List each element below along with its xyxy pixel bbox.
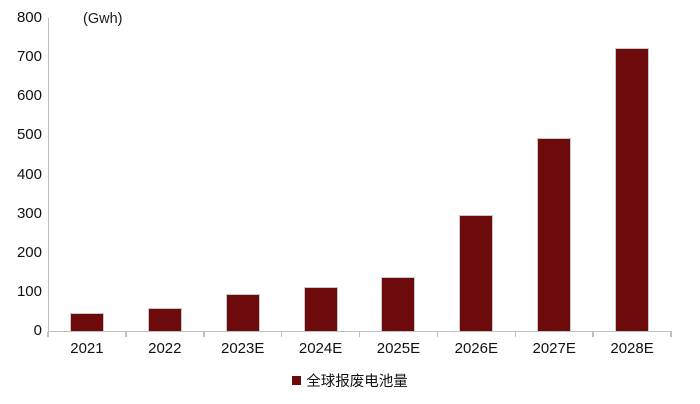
y-axis-tick-label: 200 [16, 243, 42, 261]
x-axis-tick [592, 332, 594, 337]
y-axis-tick-label: 800 [16, 9, 42, 26]
x-axis-label-2028E: 2028E [610, 340, 654, 357]
x-axis-label-2026E: 2026E [454, 340, 498, 357]
x-axis-tick [280, 332, 283, 337]
x-axis-label-2023E: 2023E [221, 340, 265, 357]
y-axis-tick-label: 400 [16, 165, 42, 183]
x-axis-tick [125, 332, 127, 337]
bar-2028E [615, 48, 650, 331]
x-axis-label-2024E: 2024E [298, 340, 343, 357]
bar-2023E [225, 293, 260, 331]
bar-2024E [303, 286, 338, 331]
y-axis-tick-label: 600 [16, 87, 42, 105]
y-axis-tick-label: 0 [33, 322, 42, 339]
y-axis-tick-label: 500 [16, 126, 42, 144]
plot-area [48, 18, 672, 332]
x-axis-label-2022: 2022 [148, 340, 182, 357]
y-axis-tick-label: 300 [16, 204, 42, 222]
x-axis-label-2025E: 2025E [376, 340, 421, 357]
bar-2026E [459, 214, 494, 331]
y-axis-unit-label: (Gwh) [83, 11, 123, 27]
bar-2021 [69, 313, 104, 331]
y-axis-tick-label: 100 [16, 282, 42, 300]
x-axis-tick [47, 332, 49, 337]
bar-2022 [147, 307, 182, 331]
bar-2025E [381, 277, 416, 331]
x-axis-tick [514, 332, 516, 337]
legend-swatch-icon [292, 375, 302, 385]
x-axis-label-2027E: 2027E [532, 340, 576, 357]
x-axis-tick [203, 332, 205, 337]
legend: 全球报废电池量 [0, 370, 700, 390]
y-axis-tick-label: 700 [16, 48, 42, 66]
x-axis-label-2021: 2021 [70, 340, 104, 357]
legend-label: 全球报废电池量 [306, 373, 408, 390]
bar-2027E [537, 137, 572, 331]
x-axis-tick [358, 332, 361, 337]
x-axis-tick [670, 332, 672, 337]
x-axis-tick [436, 332, 439, 337]
